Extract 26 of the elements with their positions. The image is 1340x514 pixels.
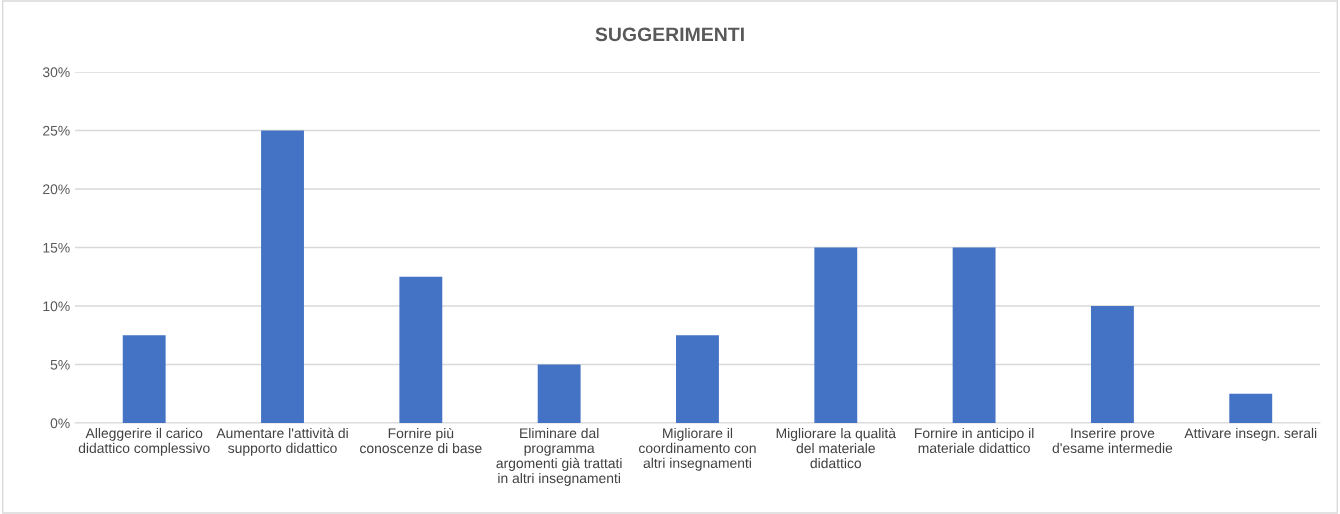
x-tick-label: Migliorare la qualità del materiale didattico <box>776 427 897 469</box>
y-tick-label: 10% <box>43 301 70 312</box>
x-tick-label: Fornire in anticipo il materiale didattico <box>915 427 1034 454</box>
bar <box>399 276 443 424</box>
x-tick-label: Aumentare l'attività di supporto didattico <box>216 427 348 456</box>
bar <box>1229 393 1273 424</box>
bar <box>261 130 304 424</box>
y-tick-label: 30% <box>42 67 70 78</box>
x-tick-label: Migliorare il coordinamento con altri insegnamenti <box>639 427 756 471</box>
y-tick-label: 20% <box>43 184 70 195</box>
x-tick-label: Fornire più conoscenze di base <box>360 427 482 454</box>
bar <box>537 364 581 424</box>
bar <box>814 247 858 424</box>
y-tick-label: 0% <box>50 418 70 429</box>
bar <box>1090 306 1134 424</box>
chart-title: SUGGERIMENTI <box>595 27 744 42</box>
bar <box>122 335 166 424</box>
y-tick-label: 15% <box>43 242 70 253</box>
y-tick-label: 5% <box>50 359 70 370</box>
x-tick-label: Inserire prove d'esame intermedie <box>1052 427 1173 454</box>
x-tick-label: Attivare insegn. serali <box>1184 427 1317 441</box>
x-tick-label: Alleggerire il carico didattico complessivo <box>78 427 210 456</box>
bar <box>952 247 996 424</box>
y-tick-label: 25% <box>43 125 70 136</box>
x-tick-label: Eliminare dal programma argomenti già trattati in altri insegnamenti <box>496 427 622 486</box>
bar <box>676 335 719 424</box>
